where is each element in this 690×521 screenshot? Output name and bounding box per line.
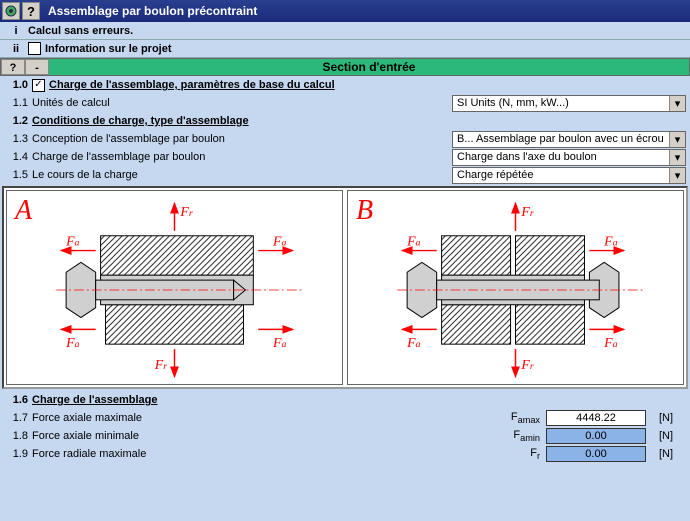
row-num: 1.3 [4, 133, 32, 145]
project-info-checkbox[interactable] [28, 42, 41, 55]
section-header: ? - Section d'entrée [0, 58, 690, 76]
famax-input[interactable]: 4448.22 [546, 410, 646, 426]
dropdown-value: Charge dans l'axe du boulon [457, 151, 597, 163]
course-dropdown[interactable]: Charge répétée ▾ [452, 167, 686, 184]
chevron-down-icon: ▾ [669, 168, 685, 183]
diagram-label-b: B [356, 195, 373, 227]
row-label: Charge de l'assemblage par boulon [32, 151, 452, 163]
design-dropdown[interactable]: B... Assemblage par boulon avec un écrou… [452, 131, 686, 148]
row-unit: [N] [646, 448, 686, 460]
row-label: Unités de calcul [32, 97, 452, 109]
svg-text:Fa: Fa [603, 335, 617, 350]
svg-text:Fa: Fa [65, 335, 79, 350]
fr-value: 0.00 [546, 446, 646, 462]
row-1-4: 1.4 Charge de l'assemblage par boulon Ch… [0, 148, 690, 166]
app-icon[interactable] [2, 2, 20, 20]
dropdown-value: Charge répétée [457, 169, 533, 181]
row-1-3: 1.3 Conception de l'assemblage par boulo… [0, 130, 690, 148]
row-label: Force axiale minimale [32, 430, 502, 442]
row-num: 1.6 [4, 394, 32, 406]
row-label: Charge de l'assemblage [32, 394, 686, 406]
force-fr-label: Fr [179, 204, 192, 219]
diagrams-panel: Fr Fr Fa Fa Fa Fa A [2, 186, 688, 389]
help-icon[interactable]: ? [22, 2, 40, 20]
status-row-i: i Calcul sans erreurs. [0, 22, 690, 40]
titlebar: ? Assemblage par boulon précontraint [0, 0, 690, 22]
row-label: Le cours de la charge [32, 169, 452, 181]
row-num: 1.8 [4, 430, 32, 442]
row-label: Conception de l'assemblage par boulon [32, 133, 452, 145]
section-help-button[interactable]: ? [1, 59, 25, 75]
row-symbol: Famin [502, 429, 546, 443]
svg-text:Fr: Fr [154, 357, 167, 372]
svg-text:Fa: Fa [603, 234, 617, 249]
section-title: Section d'entrée [49, 60, 689, 74]
row-num: 1.2 [4, 115, 32, 127]
row-unit: [N] [646, 430, 686, 442]
chevron-down-icon: ▾ [669, 150, 685, 165]
row-label: Conditions de charge, type d'assemblage [32, 115, 686, 127]
dropdown-value: SI Units (N, mm, kW...) [457, 97, 569, 109]
status-idx: ii [4, 43, 28, 55]
row-1-2: 1.2 Conditions de charge, type d'assembl… [0, 112, 690, 130]
row-label: Force axiale maximale [32, 412, 502, 424]
row-num: 1.9 [4, 448, 32, 460]
dropdown-value: B... Assemblage par boulon avec un écrou [457, 133, 664, 145]
row-num: 1.7 [4, 412, 32, 424]
status-idx: i [4, 25, 28, 37]
row-label: Force radiale maximale [32, 448, 502, 460]
svg-text:Fr: Fr [520, 204, 533, 219]
section-collapse-button[interactable]: - [25, 59, 49, 75]
diagram-label-a: A [15, 195, 32, 227]
row-1-9: 1.9 Force radiale maximale Fr 0.00 [N] [0, 445, 690, 463]
row-label: Charge de l'assemblage, paramètres de ba… [49, 79, 686, 91]
svg-text:Fa: Fa [406, 234, 420, 249]
status-text: Calcul sans erreurs. [28, 25, 133, 37]
svg-text:Fa: Fa [406, 335, 420, 350]
chevron-down-icon: ▾ [669, 96, 685, 111]
row-num: 1.5 [4, 169, 32, 181]
row-1-0: 1.0 ✓ Charge de l'assemblage, paramètres… [0, 76, 690, 94]
row-1-8: 1.8 Force axiale minimale Famin 0.00 [N] [0, 427, 690, 445]
svg-text:Fa: Fa [272, 234, 286, 249]
row-1-1: 1.1 Unités de calcul SI Units (N, mm, kW… [0, 94, 690, 112]
row-1-5: 1.5 Le cours de la charge Charge répétée… [0, 166, 690, 184]
row-1-7: 1.7 Force axiale maximale Famax 4448.22 … [0, 409, 690, 427]
load-dropdown[interactable]: Charge dans l'axe du boulon ▾ [452, 149, 686, 166]
svg-text:Fa: Fa [272, 335, 286, 350]
row-num: 1.4 [4, 151, 32, 163]
status-text: Information sur le projet [45, 43, 172, 55]
row-symbol: Famax [502, 411, 546, 425]
row-unit: [N] [646, 412, 686, 424]
row-num: 1.1 [4, 97, 32, 109]
chevron-down-icon: ▾ [669, 132, 685, 147]
diagram-a: Fr Fr Fa Fa Fa Fa A [6, 190, 343, 385]
window-title: Assemblage par boulon précontraint [48, 4, 257, 18]
svg-text:Fa: Fa [65, 234, 79, 249]
status-row-ii: ii Information sur le projet [0, 40, 690, 58]
row-1-6: 1.6 Charge de l'assemblage [0, 391, 690, 409]
svg-text:Fr: Fr [520, 357, 533, 372]
row-checkbox[interactable]: ✓ [32, 79, 45, 92]
units-dropdown[interactable]: SI Units (N, mm, kW...) ▾ [452, 95, 686, 112]
famin-value: 0.00 [546, 428, 646, 444]
row-symbol: Fr [502, 447, 546, 461]
row-num: 1.0 [4, 79, 32, 91]
diagram-b: Fr Fr Fa Fa Fa Fa B [347, 190, 684, 385]
